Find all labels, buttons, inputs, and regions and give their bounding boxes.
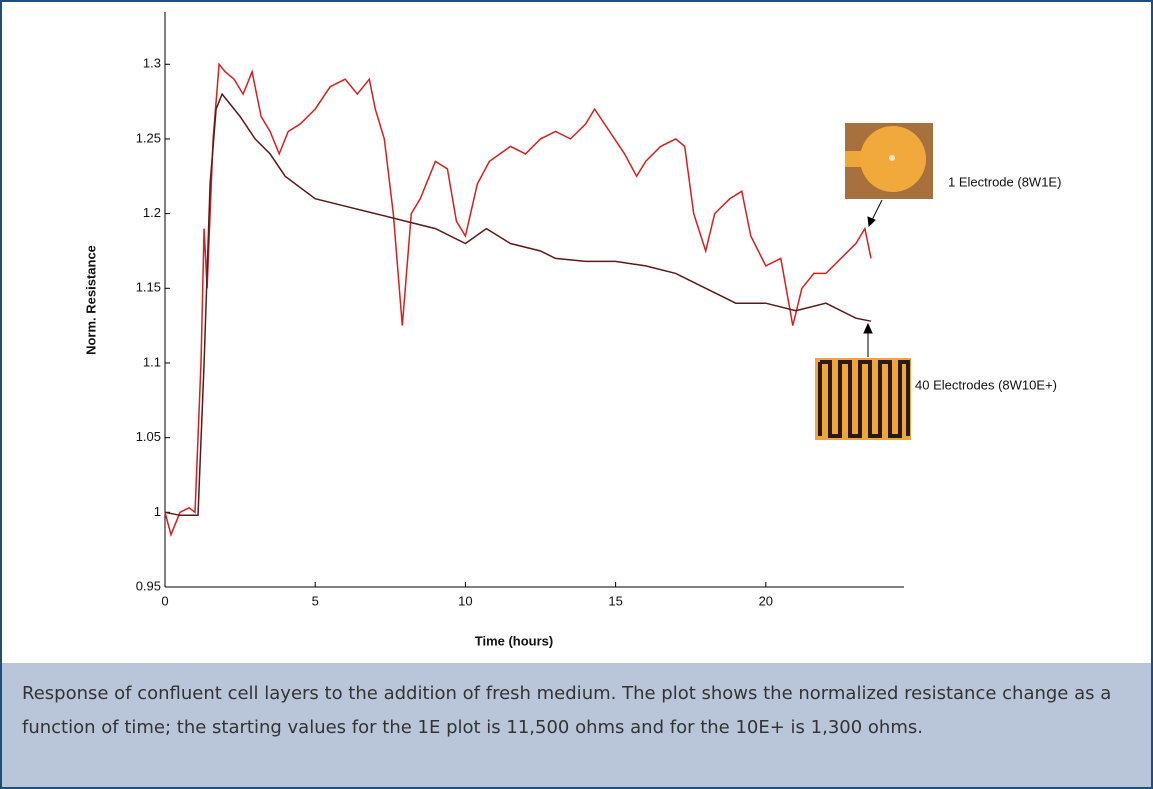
caption: Response of confluent cell layers to the…: [2, 663, 1151, 787]
data-line: [164, 62, 872, 538]
x-tick-label: 5: [312, 593, 319, 608]
y-tick-label: 1.2: [143, 205, 161, 220]
y-tick-label: 1.1: [143, 354, 161, 369]
y-tick-label: 0.95: [136, 578, 161, 593]
series-label: 1 Electrode (8W1E): [948, 174, 1061, 189]
annotation-arrow: [863, 199, 883, 357]
interdigitated-electrode-image: [815, 358, 911, 440]
single-electrode-image: [845, 123, 933, 199]
x-tick-label: 10: [458, 593, 472, 608]
x-tick-label: 20: [759, 593, 773, 608]
y-tick-label: 1.3: [143, 56, 161, 71]
chart: Time (hours) Norm. Resistance 0.95 1 1.05 1…: [83, 12, 1061, 648]
x-tick-label: 15: [608, 593, 622, 608]
y-axis-label: Norm. Resistance: [83, 245, 98, 355]
y-tick-label: 1.05: [136, 429, 161, 444]
x-axis-label: Time (hours): [475, 633, 554, 648]
y-tick-label: 1.25: [136, 130, 161, 145]
series-label: 40 Electrodes (8W10E+): [915, 377, 1057, 392]
data-line: [164, 92, 872, 517]
y-tick-label: 1.15: [136, 280, 161, 295]
y-tick-label: 1: [154, 504, 161, 519]
x-tick-label: 0: [161, 593, 168, 608]
